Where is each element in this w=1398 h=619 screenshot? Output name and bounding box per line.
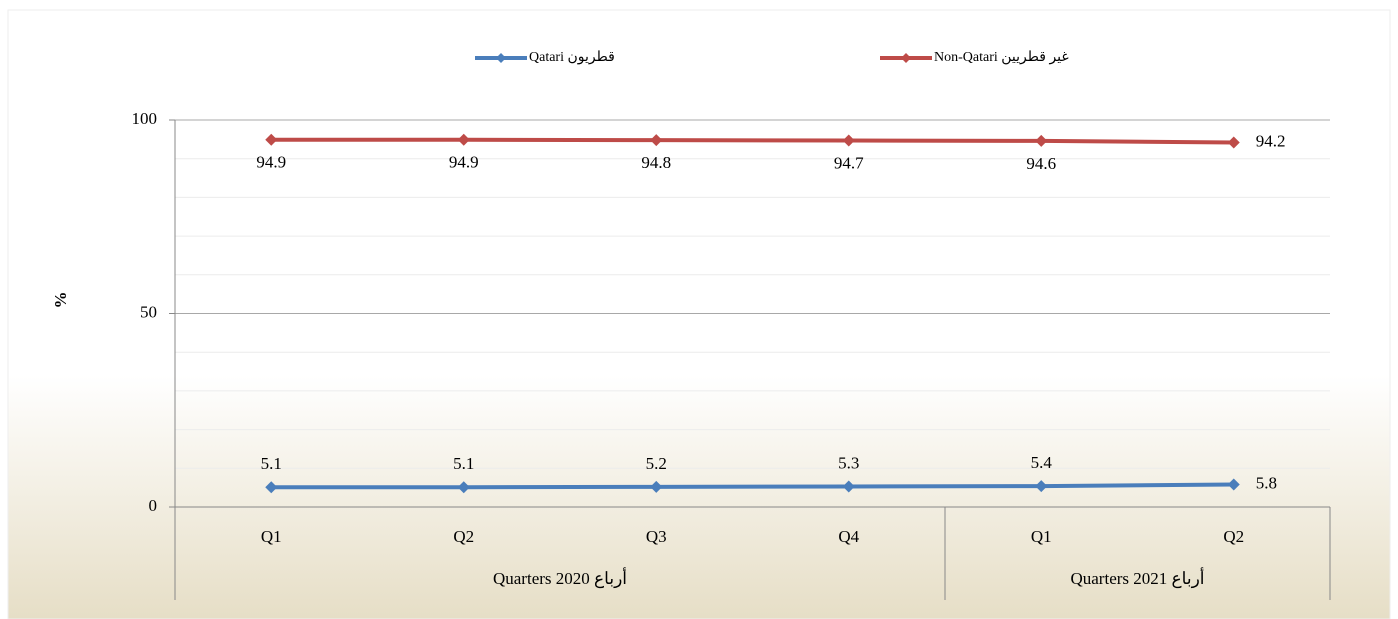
data-label: 5.4 (1031, 453, 1053, 472)
x-tick-label: Q3 (646, 527, 667, 546)
data-label: 94.7 (834, 153, 864, 172)
point-marker (842, 480, 855, 493)
point-marker (457, 133, 470, 146)
data-label: 5.2 (646, 454, 667, 473)
y-tick-label: 100 (132, 109, 158, 128)
point-marker (457, 481, 470, 494)
x-tick-label: Q1 (261, 527, 282, 546)
series-line (271, 137, 1234, 145)
data-label: 5.1 (261, 454, 282, 473)
data-label: 94.2 (1256, 131, 1286, 150)
point-marker (650, 480, 663, 493)
data-label: 5.8 (1256, 473, 1277, 492)
legend-marker (901, 53, 911, 63)
x-tick-label: Q1 (1031, 527, 1052, 546)
data-label: 94.9 (256, 153, 286, 172)
x-tick-label: Q2 (1223, 527, 1244, 546)
point-marker (1035, 480, 1048, 493)
legend-marker (496, 53, 506, 63)
point-marker (265, 481, 278, 494)
group-label: Quarters 2020 أرباع (493, 567, 627, 589)
point-marker (265, 133, 278, 146)
point-marker (1035, 134, 1048, 147)
data-label: 5.3 (838, 453, 859, 472)
data-label: 94.8 (641, 153, 671, 172)
data-label: 94.6 (1026, 154, 1056, 173)
x-tick-label: Q2 (453, 527, 474, 546)
background (7, 9, 1391, 619)
y-axis-label: % (51, 292, 70, 309)
point-marker (1227, 136, 1240, 149)
legend-label: Non-Qatari غير قطريين (934, 50, 1069, 65)
data-label: 5.1 (453, 454, 474, 473)
point-marker (842, 134, 855, 147)
y-tick-label: 0 (149, 496, 158, 515)
data-label: 94.9 (449, 153, 479, 172)
group-label: Quarters 2021 أرباع (1070, 567, 1204, 589)
y-tick-label: 50 (140, 302, 157, 321)
point-marker (1227, 478, 1240, 491)
point-marker (650, 134, 663, 147)
legend-label: Qatari قطريون (529, 50, 615, 65)
x-tick-label: Q4 (838, 527, 859, 546)
series-line (271, 482, 1234, 490)
